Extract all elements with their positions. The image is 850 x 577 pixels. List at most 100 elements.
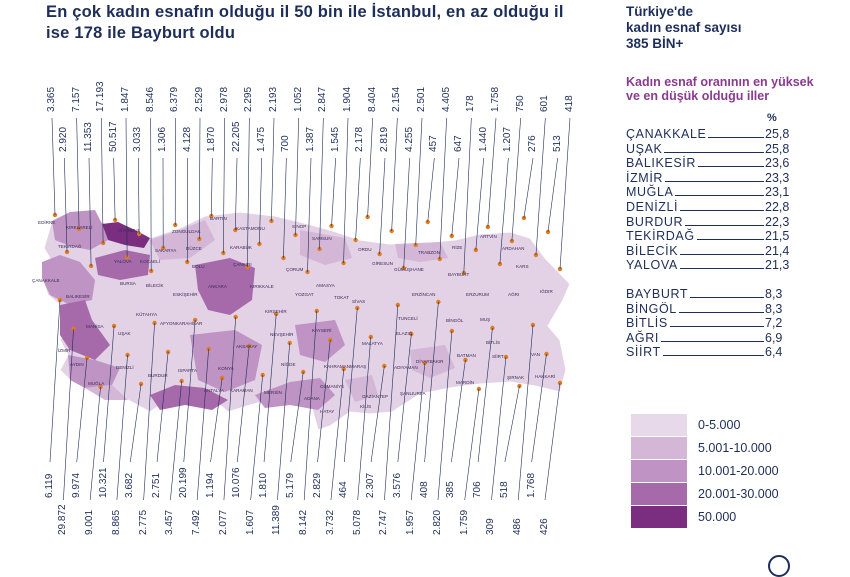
city-label: ZONGULDAK (172, 229, 202, 234)
leader-line (271, 118, 274, 221)
leader-line (90, 387, 100, 500)
city-label: MANİSA (86, 323, 105, 329)
city-label: MALATYA (362, 341, 384, 346)
city-label: SİVAS (352, 298, 365, 304)
city-label: MERSİN (264, 389, 282, 395)
city-label: İSTANBUL (118, 227, 141, 233)
leader-line (332, 158, 336, 226)
leader-line (488, 118, 496, 227)
city-label: BARTIN (210, 216, 227, 221)
city-label: KIRKLARELİ (66, 224, 93, 230)
city-label: IĞDIR (540, 288, 553, 294)
leader-line (211, 158, 212, 216)
leader-line (368, 118, 373, 217)
city-label: AKSARAY (236, 344, 257, 349)
city-label: ÇANKIRI (233, 262, 252, 267)
leader-line (138, 158, 139, 234)
leader-line (536, 118, 545, 255)
city-label: BİLECİK (146, 282, 165, 288)
city-label: HAKKARİ (535, 373, 555, 379)
city-label: KONYA (218, 366, 235, 371)
city-label: BOLU (192, 264, 205, 269)
city-label: KAYSERİ (312, 327, 332, 333)
city-label: RİZE (452, 244, 462, 250)
city-label: ŞANLIURFA (400, 391, 426, 396)
leader-line (560, 118, 570, 269)
city-label: YOZGAT (295, 292, 314, 297)
city-label: NEVŞEHİR (270, 331, 294, 337)
city-label: KİLİS (360, 403, 371, 409)
city-label: SAKARYA (155, 248, 177, 253)
leader-line (392, 118, 398, 231)
city-label: BİNGÖL (446, 317, 464, 323)
city-label: TRABZON (418, 250, 440, 255)
city-label: KIRŞEHİR (265, 308, 287, 314)
city-label: ERZİNCAN (412, 291, 435, 297)
leader-line (416, 118, 422, 245)
city-label: ŞIRNAK (507, 375, 525, 380)
city-label: BAYBURT (448, 272, 469, 277)
city-label: DÜZCE (186, 245, 202, 251)
leader-line (114, 158, 115, 220)
leader-line (356, 158, 361, 240)
city-label: ISPARTA (178, 368, 198, 373)
city-label: AFYONKARAHİSAR (160, 320, 203, 326)
city-label: ORDU (358, 247, 372, 252)
city-label: SİİRT (492, 353, 504, 359)
leader-line (295, 118, 298, 235)
city-label: AĞRI (508, 291, 519, 297)
city-label: BİTLİS (486, 339, 500, 345)
city-label: ESKİŞEHİR (173, 291, 198, 297)
city-label: BALIKESİR (66, 293, 90, 299)
leader-line (465, 389, 479, 500)
city-label: KASTAMONU (236, 226, 265, 231)
leader-line (452, 158, 459, 236)
city-label: SİNOP (292, 223, 306, 229)
city-label: MUŞ (480, 317, 490, 322)
leader-line (50, 300, 60, 462)
city-label: ARTVİN (480, 233, 497, 239)
city-label: ADIYAMAN (394, 365, 418, 370)
city-label: UŞAK (118, 331, 131, 336)
city-label: DENİZLİ (116, 364, 134, 370)
city-label: İZMİR (58, 347, 71, 353)
leader-line (52, 118, 55, 215)
leader-line (380, 158, 385, 254)
city-label: DİYARBAKIR (416, 358, 444, 364)
city-label: KÜTAHYA (136, 311, 158, 317)
leader-line (505, 386, 520, 462)
city-label: ARDAHAN (502, 246, 524, 251)
city-label: GAZİANTEP (362, 393, 388, 399)
city-label: KIRIKKALE (250, 284, 274, 289)
city-label: ANTALYA (204, 388, 225, 393)
city-label: ADANA (304, 396, 321, 401)
city-label: AMASYA (316, 283, 336, 288)
city-label: NİĞDE (281, 361, 296, 367)
city-label: EDİRNE (38, 219, 55, 225)
city-label: KOCAELİ (140, 258, 160, 264)
city-label: ANKARA (208, 284, 228, 289)
city-label: GÜMÜŞHANE (394, 266, 424, 272)
city-label: KARABÜK (230, 244, 253, 250)
city-label: MUĞLA (88, 380, 105, 386)
leader-line (428, 158, 435, 222)
city-label: BURSA (120, 281, 137, 286)
city-label: ERZURUM (466, 292, 489, 297)
city-label: YALOVA (114, 259, 133, 264)
city-label: OSMANİYE (320, 383, 344, 389)
city-label: SAMSUN (312, 236, 332, 241)
city-label: ÇANAKKALE (32, 278, 60, 283)
city-label: AYDIN (70, 362, 84, 367)
city-label: BURDUR (148, 373, 168, 378)
city-label: HATAY (320, 409, 334, 414)
city-label: TUNCELİ (398, 315, 418, 321)
brand-logo-icon (768, 555, 790, 577)
leader-line (548, 158, 558, 232)
city-label: GİRESUN (372, 260, 393, 266)
city-label: KARAMAN (230, 388, 253, 393)
city-label: BATMAN (457, 353, 476, 358)
city-label: ÇORUM (286, 267, 304, 272)
city-label: KAHRAMANMARAŞ (324, 364, 366, 369)
city-label: KARS (516, 264, 529, 269)
leader-line (512, 118, 521, 241)
